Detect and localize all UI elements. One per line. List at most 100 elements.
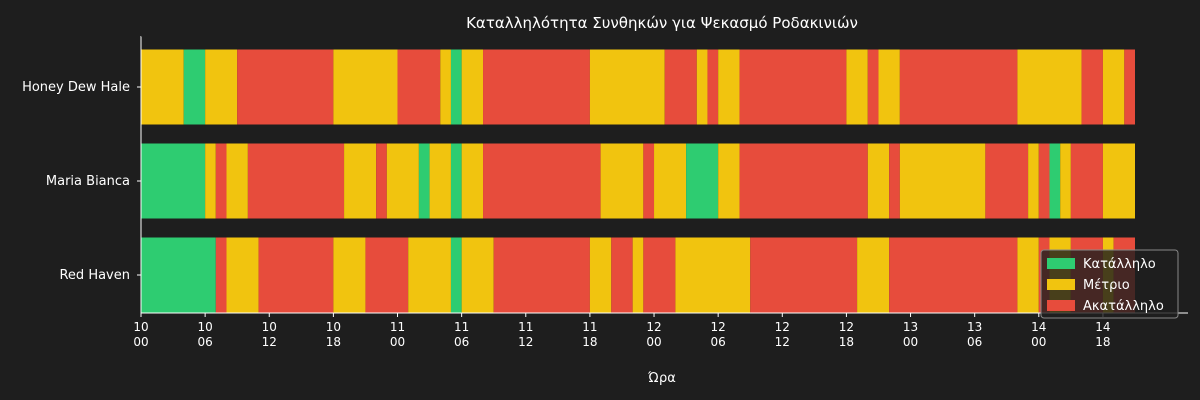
segment-moderate [1017,49,1082,125]
x-tick-label: 10 00 [133,320,148,349]
legend-label-bad: Ακατάλληλο [1083,299,1164,314]
segment-moderate [333,237,366,313]
x-tick-label: 12 06 [711,320,726,349]
x-tick-label: 14 00 [1031,320,1046,349]
segment-moderate [675,237,751,313]
segment-moderate [461,49,484,125]
segment-moderate [589,49,665,125]
segment-moderate [846,49,868,125]
segment-moderate [696,49,708,125]
segment-bad [889,237,1018,313]
segment-moderate [899,143,986,219]
row-maria-bianca [141,143,1135,219]
row-label: Maria Bianca [46,174,130,189]
segment-bad [215,143,227,219]
segment-bad [397,49,441,125]
segment-moderate [141,49,184,125]
row-honey-dew-hale [141,49,1135,125]
x-tick-label: 13 00 [903,320,918,349]
chart-title: Καταλληλότητα Συνθηκών για Ψεκασμό Ροδακ… [466,14,858,32]
segment-moderate [857,237,890,313]
segment-moderate [386,143,419,219]
x-tick-label: 11 12 [518,320,533,349]
segment-good [450,49,462,125]
segment-bad [643,237,676,313]
segment-bad [707,49,719,125]
legend-box [1040,249,1179,319]
segment-bad [985,143,1029,219]
segment-bad [1070,143,1103,219]
segment-moderate [632,237,644,313]
segment-bad [258,237,334,313]
segment-good [450,237,462,313]
x-tick-label: 12 12 [775,320,790,349]
segment-good [141,143,206,219]
plot-area: Honey Dew Hale Maria Bianca Red Haven 10 00 1… [22,35,1188,349]
segment-moderate [440,49,451,125]
legend-swatch-bad [1047,300,1075,311]
segment-moderate [408,237,451,313]
segment-moderate [205,143,216,219]
segment-moderate [1028,143,1039,219]
x-tick-label: 14 18 [1095,320,1110,349]
segment-moderate [333,49,398,125]
segment-moderate [226,143,248,219]
x-tick-label: 13 06 [967,320,982,349]
segment-good [141,237,216,313]
segment-bad [611,237,633,313]
segment-moderate [205,49,238,125]
segment-bad [365,237,409,313]
row-label: Honey Dew Hale [22,80,130,95]
segment-bad [247,143,345,219]
segment-moderate [718,143,740,219]
segment-bad [889,143,900,219]
segment-moderate [429,143,451,219]
segment-bad [739,143,868,219]
legend-swatch-good [1047,258,1075,269]
segment-bad [483,143,601,219]
segment-moderate [718,49,740,125]
segment-moderate [1017,237,1039,313]
x-tick-label: 10 12 [262,320,277,349]
legend-label-moderate: Μέτριο [1083,278,1130,293]
segment-good [183,49,206,125]
segment-moderate [589,237,612,313]
segment-good [418,143,430,219]
x-axis-title: Ώρα [647,371,676,386]
segment-bad [664,49,697,125]
segment-bad [739,49,847,125]
x-tick-label: 11 06 [454,320,469,349]
segment-bad [493,237,590,313]
x-tick-label: 12 00 [646,320,661,349]
segment-moderate [226,237,259,313]
segment-bad [483,49,590,125]
segment-moderate [344,143,377,219]
segment-bad [1124,49,1135,125]
segment-bad [1038,143,1050,219]
legend: Κατάλληλο Μέτριο Ακατάλληλο [1040,249,1179,319]
segment-moderate [461,143,484,219]
x-tick-label: 12 18 [839,320,854,349]
segment-bad [643,143,655,219]
x-tick-label: 10 18 [326,320,341,349]
segment-moderate [461,237,494,313]
row-label: Red Haven [59,268,130,283]
segment-moderate [878,49,900,125]
legend-swatch-moderate [1047,279,1075,290]
segment-moderate [867,143,890,219]
segment-moderate [600,143,644,219]
segment-good [1049,143,1061,219]
x-tick-label: 10 06 [197,320,212,349]
segment-bad [750,237,858,313]
segment-good [686,143,719,219]
segment-bad [1081,49,1103,125]
row-red-haven [141,237,1135,313]
segment-moderate [1060,143,1071,219]
segment-moderate [1102,49,1125,125]
segment-bad [867,49,879,125]
segment-good [450,143,462,219]
segment-bad [237,49,334,125]
segment-moderate [654,143,687,219]
segment-bad [899,49,1018,125]
